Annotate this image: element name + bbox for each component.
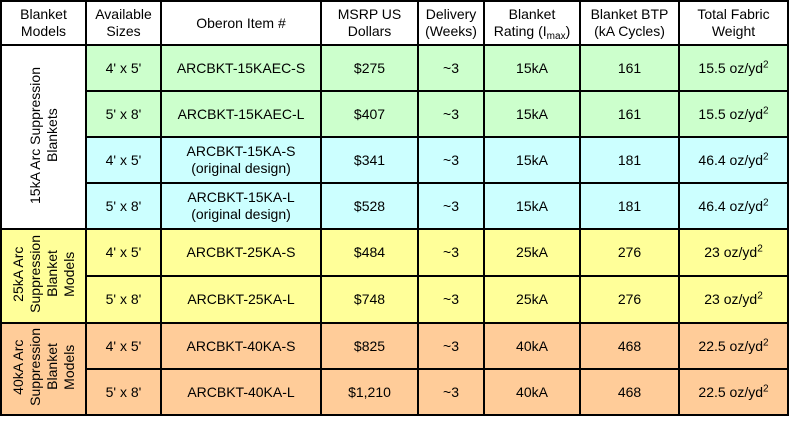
header-row: Blanket Models Available Sizes Oberon It… bbox=[0, 0, 789, 46]
btp-cell: 276 bbox=[579, 228, 680, 277]
table-row: 15kA Arc Suppression Blankets 4' x 5' AR… bbox=[0, 44, 789, 230]
rating-cell: 25kA bbox=[483, 275, 581, 324]
btp-cell: 468 bbox=[579, 322, 680, 370]
size-cell: 5' x 8' bbox=[85, 90, 162, 138]
msrp-cell: $407 bbox=[320, 90, 419, 138]
rating-cell: 15kA bbox=[483, 136, 581, 184]
header-blanket-rating: Blanket Rating (Imax) bbox=[483, 0, 581, 46]
item-number-cell: ARCBKT-15KAEC-S bbox=[160, 44, 322, 92]
weight-cell: 23 oz/yd2 bbox=[678, 228, 789, 277]
group-label-40ka: 40kA Arc Suppression Blanket Models bbox=[0, 322, 87, 416]
weight-cell: 46.4 oz/yd2 bbox=[678, 136, 789, 184]
btp-cell: 181 bbox=[579, 182, 680, 230]
size-cell: 4' x 5' bbox=[85, 228, 162, 277]
rating-cell: 15kA bbox=[483, 44, 581, 92]
item-number-cell: ARCBKT-15KA-S (original design) bbox=[160, 136, 322, 184]
delivery-cell: ~3 bbox=[417, 228, 485, 277]
size-cell: 4' x 5' bbox=[85, 322, 162, 370]
weight-cell: 46.4 oz/yd2 bbox=[678, 182, 789, 230]
delivery-cell: ~3 bbox=[417, 182, 485, 230]
item-number-cell: ARCBKT-25KA-S bbox=[160, 228, 322, 277]
size-cell: 5' x 8' bbox=[85, 368, 162, 416]
msrp-cell: $1,210 bbox=[320, 368, 419, 416]
table-row: 5' x 8' ARCBKT-25KA-L $748 ~3 25kA 276 2… bbox=[1, 275, 789, 324]
rating-cell: 40kA bbox=[483, 322, 581, 370]
delivery-cell: ~3 bbox=[417, 136, 485, 184]
delivery-cell: ~3 bbox=[417, 275, 485, 324]
size-cell: 4' x 5' bbox=[85, 44, 162, 92]
header-blanket-btp: Blanket BTP (kA Cycles) bbox=[579, 0, 680, 46]
rating-cell: 25kA bbox=[483, 228, 581, 277]
header-available-sizes: Available Sizes bbox=[85, 0, 162, 46]
item-number-cell: ARCBKT-25KA-L bbox=[160, 275, 322, 324]
weight-cell: 23 oz/yd2 bbox=[678, 275, 789, 324]
btp-cell: 161 bbox=[579, 90, 680, 138]
msrp-cell: $341 bbox=[320, 136, 419, 184]
item-number-cell: ARCBKT-40KA-S bbox=[160, 322, 322, 370]
table-row: 5' x 8' ARCBKT-40KA-L $1,210 ~3 40kA 468… bbox=[1, 368, 789, 416]
table-row: 4' x 5' ARCBKT-15KA-S (original design) … bbox=[1, 136, 789, 184]
table-row: 40kA Arc Suppression Blanket Models 4' x… bbox=[0, 322, 789, 416]
header-msrp: MSRP US Dollars bbox=[320, 0, 419, 46]
item-number-cell: ARCBKT-15KA-L (original design) bbox=[160, 182, 322, 230]
table-row: 5' x 8' ARCBKT-15KAEC-L $407 ~3 15kA 161… bbox=[1, 90, 789, 138]
header-oberon-item: Oberon Item # bbox=[160, 0, 322, 46]
delivery-cell: ~3 bbox=[417, 368, 485, 416]
msrp-cell: $825 bbox=[320, 322, 419, 370]
weight-cell: 22.5 oz/yd2 bbox=[678, 322, 789, 370]
header-delivery: Delivery (Weeks) bbox=[417, 0, 485, 46]
weight-cell: 15.5 oz/yd2 bbox=[678, 44, 789, 92]
delivery-cell: ~3 bbox=[417, 44, 485, 92]
msrp-cell: $748 bbox=[320, 275, 419, 324]
btp-cell: 468 bbox=[579, 368, 680, 416]
size-cell: 4' x 5' bbox=[85, 136, 162, 184]
rating-cell: 15kA bbox=[483, 90, 581, 138]
delivery-cell: ~3 bbox=[417, 90, 485, 138]
rating-cell: 40kA bbox=[483, 368, 581, 416]
size-cell: 5' x 8' bbox=[85, 182, 162, 230]
rating-cell: 15kA bbox=[483, 182, 581, 230]
group-label-25ka: 25kA Arc Suppression Blanket Models bbox=[0, 228, 87, 324]
btp-cell: 161 bbox=[579, 44, 680, 92]
weight-cell: 22.5 oz/yd2 bbox=[678, 368, 789, 416]
msrp-cell: $528 bbox=[320, 182, 419, 230]
item-number-cell: ARCBKT-15KAEC-L bbox=[160, 90, 322, 138]
msrp-cell: $275 bbox=[320, 44, 419, 92]
table-row: 5' x 8' ARCBKT-15KA-L (original design) … bbox=[1, 182, 789, 230]
size-cell: 5' x 8' bbox=[85, 275, 162, 324]
header-total-fabric-weight: Total Fabric Weight bbox=[678, 0, 789, 46]
msrp-cell: $484 bbox=[320, 228, 419, 277]
item-number-cell: ARCBKT-40KA-L bbox=[160, 368, 322, 416]
btp-cell: 276 bbox=[579, 275, 680, 324]
group-label-15ka: 15kA Arc Suppression Blankets bbox=[0, 44, 87, 230]
btp-cell: 181 bbox=[579, 136, 680, 184]
delivery-cell: ~3 bbox=[417, 322, 485, 370]
header-blanket-models: Blanket Models bbox=[0, 0, 87, 46]
weight-cell: 15.5 oz/yd2 bbox=[678, 90, 789, 138]
table-row: 25kA Arc Suppression Blanket Models 4' x… bbox=[0, 228, 789, 324]
